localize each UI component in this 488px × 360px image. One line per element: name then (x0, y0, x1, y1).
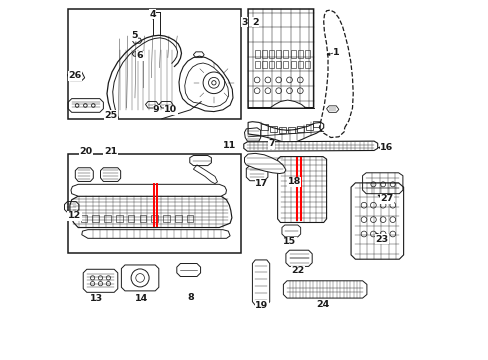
Text: 6: 6 (137, 51, 143, 60)
Bar (305, 124, 312, 130)
Text: 18: 18 (287, 177, 300, 186)
Text: 2: 2 (251, 18, 258, 27)
Bar (261, 61, 266, 68)
Text: 11: 11 (223, 141, 236, 150)
Text: 19: 19 (255, 301, 268, 310)
Polygon shape (71, 184, 226, 196)
Bar (290, 61, 295, 68)
Text: 5: 5 (131, 31, 138, 40)
Bar (254, 305, 267, 309)
Bar (297, 50, 302, 58)
Bar (297, 61, 302, 68)
Text: 17: 17 (255, 179, 268, 188)
Text: 14: 14 (135, 294, 148, 302)
Bar (296, 126, 303, 132)
Polygon shape (244, 153, 285, 174)
Bar (175, 215, 181, 222)
Text: 23: 23 (375, 235, 388, 244)
Bar (283, 50, 288, 58)
Polygon shape (179, 56, 232, 112)
Bar (163, 215, 169, 222)
Bar (278, 127, 285, 133)
Text: 10: 10 (164, 105, 177, 114)
Bar (92, 215, 99, 222)
Bar (283, 61, 288, 68)
Polygon shape (244, 141, 377, 151)
Bar (186, 215, 193, 222)
Bar (276, 50, 281, 58)
Bar (268, 61, 273, 68)
Polygon shape (70, 196, 231, 228)
Bar (254, 50, 259, 58)
Bar (269, 126, 276, 132)
Bar (312, 121, 320, 127)
Bar (151, 215, 158, 222)
Text: 15: 15 (283, 238, 295, 246)
Bar (140, 215, 146, 222)
Text: 22: 22 (290, 266, 304, 275)
Bar (128, 215, 134, 222)
Polygon shape (277, 157, 326, 222)
Polygon shape (247, 100, 313, 108)
Bar (305, 50, 309, 58)
Bar (116, 215, 122, 222)
Text: 25: 25 (104, 111, 117, 120)
Bar (268, 50, 273, 58)
Text: 1: 1 (332, 48, 339, 57)
Bar (104, 215, 111, 222)
Text: 21: 21 (104, 148, 117, 156)
Text: 24: 24 (316, 300, 329, 309)
Text: 4: 4 (149, 10, 156, 19)
Text: 13: 13 (89, 294, 102, 302)
Text: 8: 8 (187, 292, 193, 302)
Polygon shape (350, 183, 403, 259)
Bar (260, 124, 267, 130)
Bar (254, 61, 259, 68)
Text: 9: 9 (153, 105, 159, 114)
Text: 27: 27 (379, 194, 392, 203)
Bar (290, 50, 295, 58)
Bar (81, 215, 87, 222)
Polygon shape (247, 122, 323, 144)
Bar (287, 127, 294, 133)
Text: 20: 20 (80, 148, 92, 156)
Text: 7: 7 (267, 139, 274, 148)
Bar (276, 61, 281, 68)
Bar (305, 61, 309, 68)
Bar (261, 50, 266, 58)
Text: 12: 12 (68, 211, 81, 220)
Text: 26: 26 (68, 71, 82, 80)
Text: 16: 16 (379, 143, 392, 152)
Text: 3: 3 (241, 18, 247, 27)
